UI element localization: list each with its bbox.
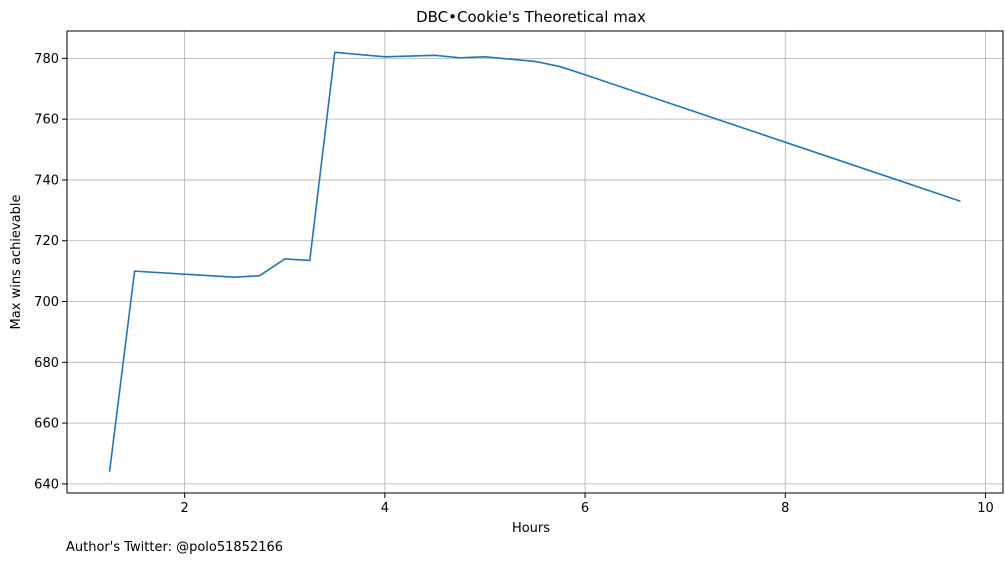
y-axis-label: Max wins achievable <box>9 195 24 330</box>
x-tick-label: 6 <box>581 501 589 516</box>
y-tick-label: 680 <box>34 356 59 371</box>
series-layer <box>108 51 961 472</box>
author-twitter-credit: Author's Twitter: @polo51852166 <box>66 540 283 555</box>
y-tick-label: 700 <box>34 295 59 310</box>
x-axis-label: Hours <box>512 521 550 536</box>
x-tick-label: 10 <box>977 501 994 516</box>
x-tick-label: 4 <box>381 501 389 516</box>
plot-frame <box>66 30 1004 494</box>
chart-title: DBC•Cookie's Theoretical max <box>416 8 646 26</box>
y-tick-label: 640 <box>34 477 59 492</box>
plot-area <box>67 31 1003 493</box>
y-tick-label: 760 <box>34 113 59 128</box>
y-tick-label: 780 <box>34 52 59 67</box>
x-tick-label: 8 <box>781 501 789 516</box>
y-axis-ticks: 640 660 680 700 720 740 760 780 <box>34 52 67 492</box>
grid-lines <box>67 31 1003 493</box>
y-tick-label: 740 <box>34 173 59 188</box>
x-axis-ticks: 2 4 6 8 10 <box>180 493 994 516</box>
x-tick-label: 2 <box>180 501 188 516</box>
series-line <box>108 51 961 472</box>
y-tick-label: 660 <box>34 417 59 432</box>
y-tick-label: 720 <box>34 234 59 249</box>
